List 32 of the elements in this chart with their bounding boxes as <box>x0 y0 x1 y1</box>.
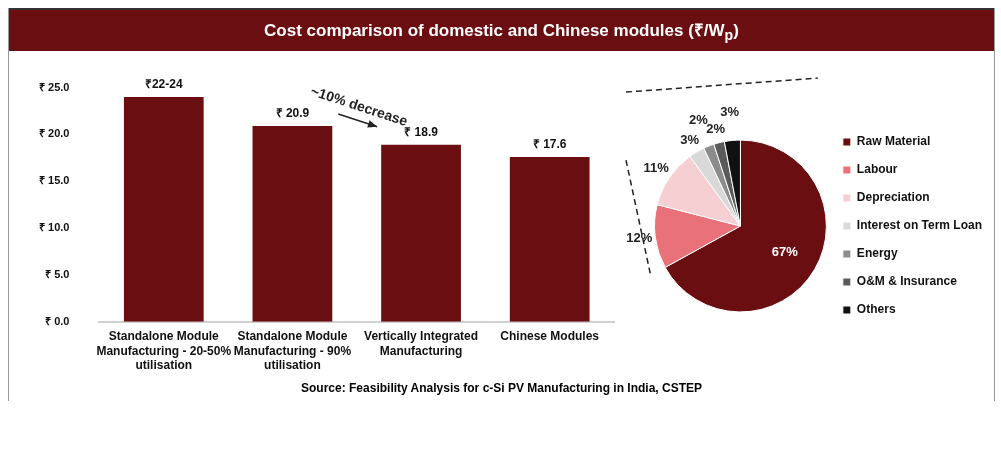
x-tick-label: Chinese Modules <box>500 329 600 344</box>
data-label: ₹ 18.9 <box>404 125 439 140</box>
data-label: ₹ 20.9 <box>275 106 310 121</box>
y-tick-label: ₹ 0.0 <box>45 315 70 328</box>
bar <box>252 126 333 323</box>
data-label: 12% <box>626 230 653 246</box>
source-note: Source: Feasibility Analysis for c-Si PV Manufacturing in India, CSTEP <box>300 381 703 396</box>
y-tick-label: ₹ 20.0 <box>39 127 70 140</box>
data-label: ₹ 17.6 <box>532 137 567 152</box>
y-tick-label: ₹ 25.0 <box>39 81 70 94</box>
legend-label: O&M & Insurance <box>856 274 958 289</box>
data-label: 67% <box>771 244 799 260</box>
x-tick-label: Vertically Integrated Manufacturing <box>364 329 479 359</box>
chart-title: Cost comparison of domestic and Chinese modules (₹/W$_{p}$) <box>9 8 994 52</box>
legend-label: Energy <box>856 246 898 261</box>
x-tick-label: Standalone Module Manufacturing - 20-50% utilisation <box>96 329 232 373</box>
y-tick-label: ₹ 10.0 <box>39 221 70 234</box>
y-tick-label: ₹ 15.0 <box>39 174 70 187</box>
data-label: 3% <box>720 104 740 120</box>
legend-label: Labour <box>856 162 898 177</box>
y-tick-label: ₹ 5.0 <box>45 268 70 281</box>
legend-label: Interest on Term Loan <box>856 218 983 233</box>
bar <box>381 145 461 323</box>
data-label: ₹22-24 <box>144 77 183 92</box>
bar <box>123 97 204 323</box>
data-label: 3% <box>680 131 700 147</box>
legend-label: Depreciation <box>856 190 930 205</box>
bar <box>509 157 590 323</box>
legend-label: Others <box>856 302 896 317</box>
legend-label: Raw Material <box>856 134 931 149</box>
data-label: 11% <box>643 160 670 176</box>
x-tick-label: Standalone Module Manufacturing - 90% utilisation <box>233 329 352 373</box>
